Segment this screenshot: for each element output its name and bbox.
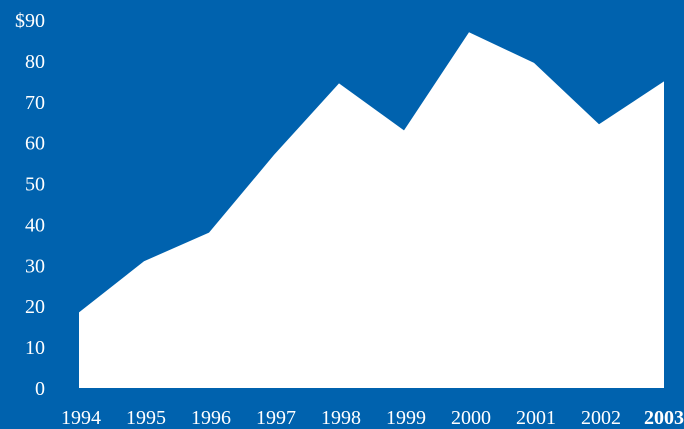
y-tick-label: $90 xyxy=(15,10,45,32)
y-tick-label: 70 xyxy=(25,92,45,114)
y-tick-label: 0 xyxy=(35,378,45,400)
x-tick-label: 2003 xyxy=(644,407,684,429)
y-tick-label: 60 xyxy=(25,133,45,155)
x-tick-label: 2001 xyxy=(516,407,556,429)
x-tick-label: 2002 xyxy=(581,407,621,429)
area-layer xyxy=(79,32,664,389)
x-tick-label: 1997 xyxy=(256,407,296,429)
x-axis: 1994 1995 1996 1997 1998 1999 2000 2001 2002 2003 xyxy=(61,407,684,429)
area-series-0 xyxy=(79,32,664,389)
x-tick-label: 1998 xyxy=(321,407,361,429)
x-tick-label: 1994 xyxy=(61,407,101,429)
y-axis: 0 10 20 30 40 50 60 70 80 $90 xyxy=(15,10,45,400)
y-tick-label: 10 xyxy=(25,337,45,359)
x-tick-label: 1999 xyxy=(386,407,426,429)
x-tick-label: 1996 xyxy=(191,407,231,429)
x-tick-label: 1995 xyxy=(126,407,166,429)
y-tick-label: 80 xyxy=(25,51,45,73)
y-tick-label: 30 xyxy=(25,255,45,277)
x-tick-label: 2000 xyxy=(451,407,491,429)
y-tick-label: 40 xyxy=(25,214,45,236)
y-tick-label: 50 xyxy=(25,174,45,196)
y-tick-label: 20 xyxy=(25,296,45,318)
